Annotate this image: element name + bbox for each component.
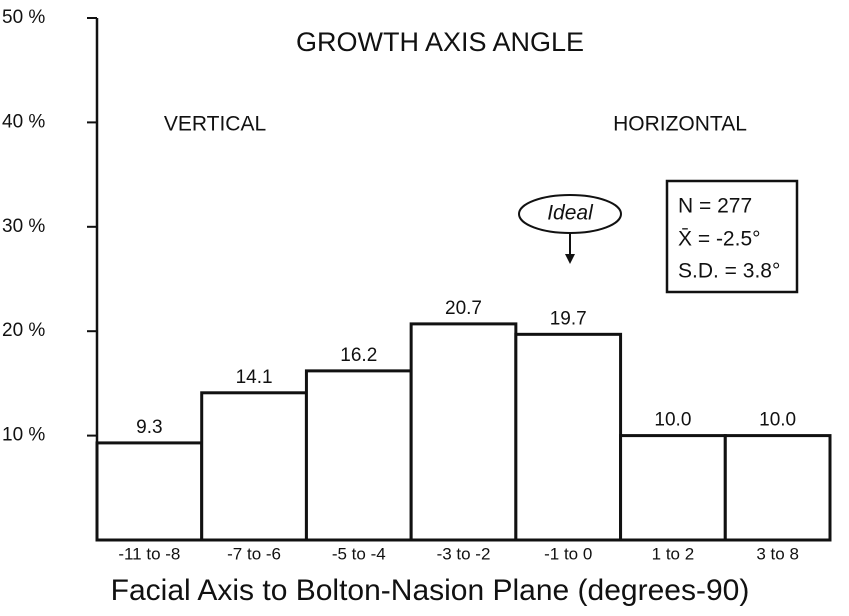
value-label: 19.7 [550, 308, 587, 329]
x-axis-label: Facial Axis to Bolton-Nasion Plane (degr… [111, 574, 750, 607]
bar [619, 434, 727, 542]
bar [95, 441, 204, 542]
stats-box [665, 179, 799, 294]
value-label: 10.0 [759, 410, 796, 431]
value-label: 10.0 [654, 410, 691, 431]
bar [304, 369, 413, 542]
bar [723, 434, 832, 542]
bar [409, 322, 518, 542]
value-label: 20.7 [445, 298, 482, 319]
x-tick-label: -11 to -8 [118, 544, 180, 563]
annotation: HORIZONTAL [613, 113, 747, 136]
value-label: 9.3 [136, 417, 162, 438]
bar [200, 391, 308, 542]
y-tick-label: 20 % [2, 320, 45, 341]
annotation: VERTICAL [164, 113, 266, 136]
y-tick-label: 50 % [2, 7, 45, 28]
chart-title: GROWTH AXIS ANGLE [296, 27, 584, 57]
ideal-arrowhead [565, 254, 575, 264]
annotation: S.D. = 3.8° [678, 260, 780, 283]
y-tick-label: 10 % [2, 425, 45, 446]
value-label: 16.2 [340, 345, 377, 366]
annotation: Ideal [547, 202, 594, 225]
x-tick-label: -1 to 0 [544, 544, 592, 563]
annotation: X̄ = -2.5° [678, 227, 761, 250]
bar [514, 332, 623, 542]
x-tick-label: -3 to -2 [437, 544, 491, 563]
x-tick-label: -5 to -4 [332, 544, 386, 563]
y-tick-label: 40 % [2, 111, 45, 132]
y-tick-label: 30 % [2, 216, 45, 237]
x-tick-label: 3 to 8 [756, 544, 799, 563]
value-label: 14.1 [236, 367, 273, 388]
annotation: N = 277 [678, 195, 752, 218]
x-tick-label: 1 to 2 [652, 544, 695, 563]
x-tick-label: -7 to -6 [227, 544, 281, 563]
